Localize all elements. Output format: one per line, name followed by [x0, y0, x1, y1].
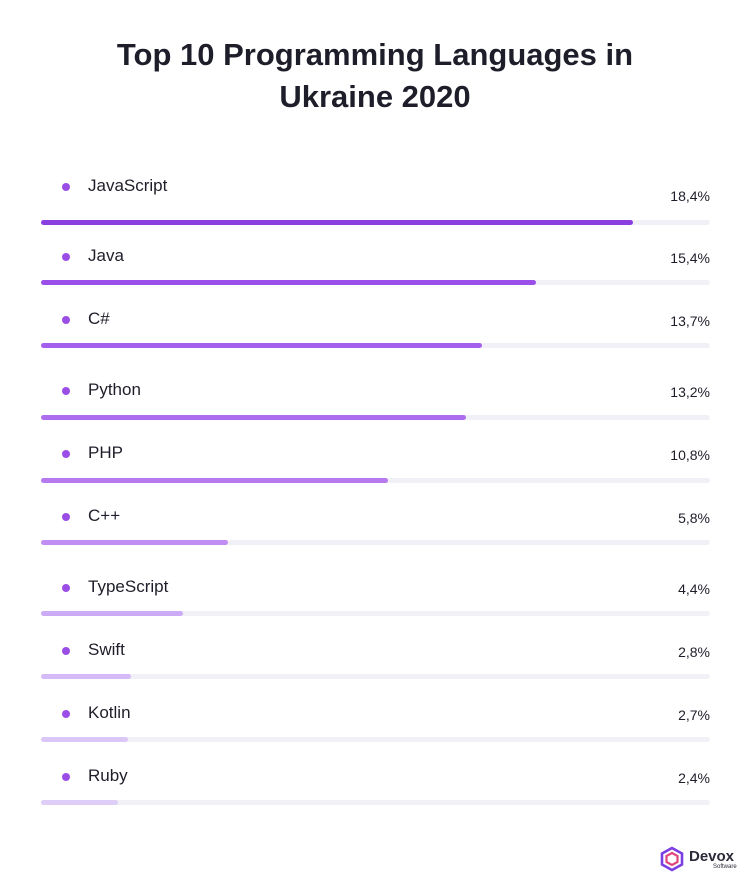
- chart-row: Ruby 2,4%: [0, 766, 750, 816]
- bar-track: [41, 800, 710, 805]
- bullet-icon: [62, 584, 70, 592]
- value-label: 18,4%: [670, 188, 710, 204]
- value-label: 2,4%: [678, 770, 710, 786]
- value-label: 13,2%: [670, 384, 710, 400]
- category-label: PHP: [88, 443, 123, 462]
- chart-row: Kotlin 2,7%: [0, 703, 750, 753]
- bar-track: [41, 737, 710, 742]
- bullet-icon: [62, 647, 70, 655]
- bullet-icon: [62, 183, 70, 191]
- chart-title: Top 10 Programming Languages in Ukraine …: [0, 34, 750, 118]
- bullet-icon: [62, 316, 70, 324]
- chart-row: JavaScript 18,4%: [0, 176, 750, 226]
- value-label: 5,8%: [678, 510, 710, 526]
- category-label: TypeScript: [88, 577, 169, 596]
- category-label: C++: [88, 506, 121, 525]
- chart-title-line-1: Top 10 Programming Languages in: [116, 37, 634, 72]
- bar-track: [41, 220, 710, 225]
- category-label: Python: [88, 380, 141, 399]
- bar-track: [41, 478, 710, 483]
- category-label: JavaScript: [88, 176, 168, 195]
- value-label: 10,8%: [670, 447, 710, 463]
- bar-track: [41, 343, 710, 348]
- bar-track: [41, 674, 710, 679]
- chart-row: Java 15,4%: [0, 246, 750, 296]
- category-label: Kotlin: [88, 703, 131, 722]
- bar-fill: [41, 343, 482, 348]
- category-label: C#: [88, 309, 110, 328]
- chart-row: C# 13,7%: [0, 309, 750, 359]
- bullet-icon: [62, 513, 70, 521]
- chart-row: PHP 10,8%: [0, 443, 750, 493]
- chart-title-line-2: Ukraine 2020: [279, 79, 471, 114]
- bar-track: [41, 611, 710, 616]
- bullet-icon: [62, 450, 70, 458]
- bar-fill: [41, 540, 228, 545]
- bar-fill: [41, 800, 118, 805]
- bar-fill: [41, 611, 183, 616]
- category-label: Java: [88, 246, 124, 265]
- chart-row: Python 13,2%: [0, 380, 750, 430]
- bullet-icon: [62, 253, 70, 261]
- chart-row: C++ 5,8%: [0, 506, 750, 556]
- bar-track: [41, 280, 710, 285]
- logo-name: Devox: [689, 848, 735, 865]
- bullet-icon: [62, 773, 70, 781]
- bar-fill: [41, 415, 466, 420]
- chart-row: TypeScript 4,4%: [0, 577, 750, 627]
- bar-fill: [41, 220, 633, 225]
- logo-subtitle: Software: [713, 864, 737, 870]
- value-label: 4,4%: [678, 581, 710, 597]
- bar-fill: [41, 674, 131, 679]
- chart-row: Swift 2,8%: [0, 640, 750, 690]
- devox-logo-icon: [660, 846, 684, 872]
- value-label: 13,7%: [670, 313, 710, 329]
- value-label: 2,7%: [678, 707, 710, 723]
- bar-fill: [41, 280, 536, 285]
- devox-logo: Devox Software: [659, 846, 741, 874]
- bar-track: [41, 540, 710, 545]
- bar-track: [41, 415, 710, 420]
- category-label: Swift: [88, 640, 125, 659]
- bullet-icon: [62, 710, 70, 718]
- value-label: 15,4%: [670, 250, 710, 266]
- bullet-icon: [62, 387, 70, 395]
- value-label: 2,8%: [678, 644, 710, 660]
- bar-fill: [41, 737, 128, 742]
- bar-fill: [41, 478, 388, 483]
- category-label: Ruby: [88, 766, 128, 785]
